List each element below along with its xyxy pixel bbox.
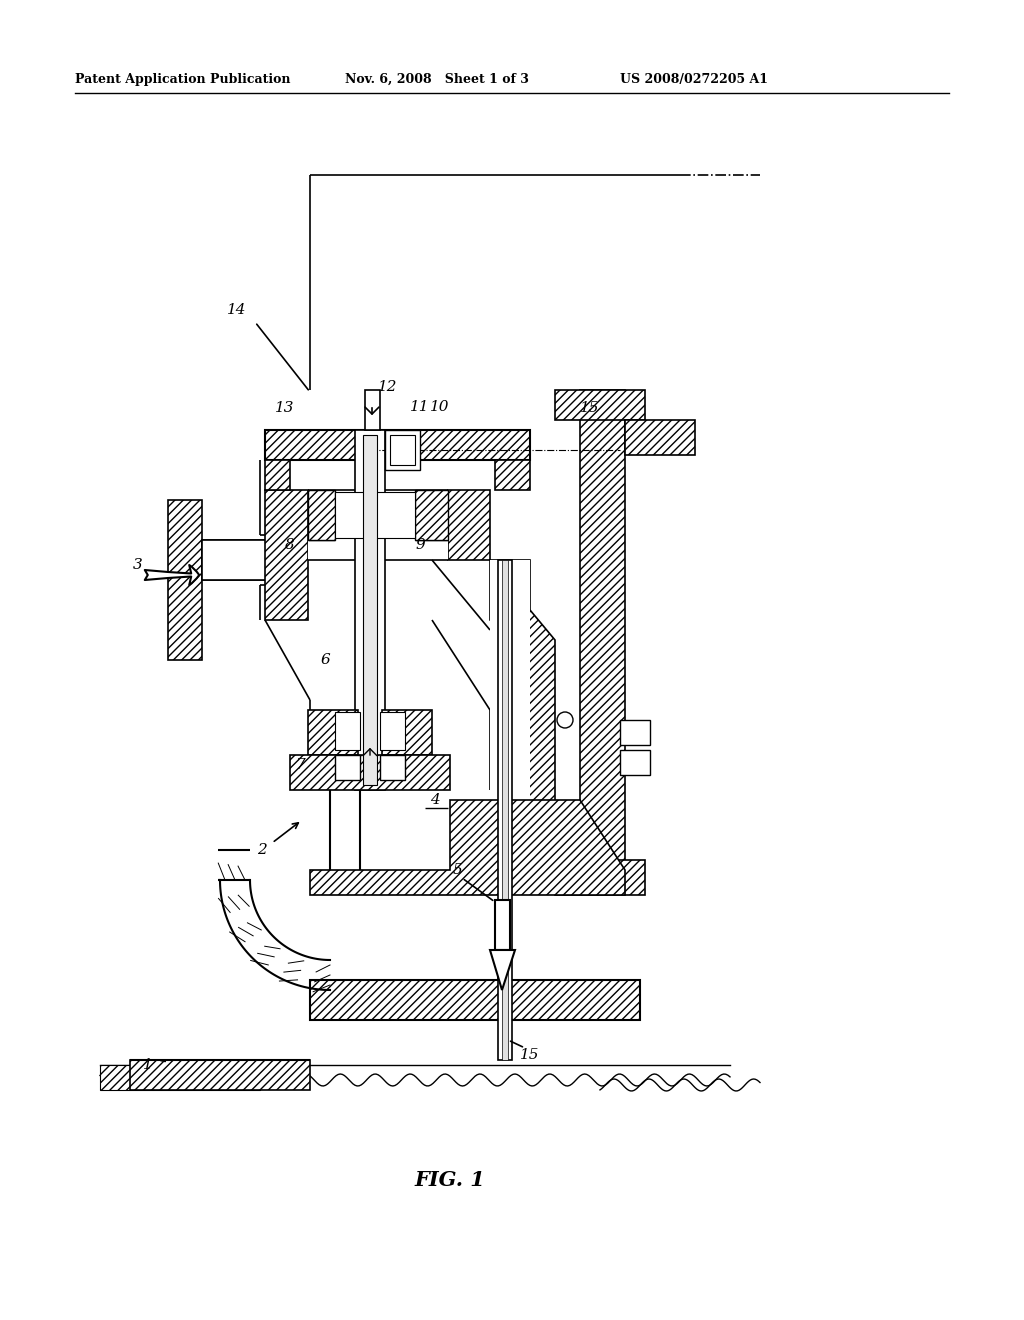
Polygon shape bbox=[290, 755, 450, 789]
Polygon shape bbox=[168, 500, 202, 660]
Bar bbox=[620, 719, 650, 744]
Polygon shape bbox=[625, 420, 695, 455]
Text: 1: 1 bbox=[143, 1059, 153, 1072]
Bar bbox=[490, 560, 530, 870]
Polygon shape bbox=[310, 800, 625, 895]
Text: 5: 5 bbox=[454, 863, 463, 876]
Bar bbox=[380, 755, 406, 780]
Polygon shape bbox=[555, 389, 645, 420]
Polygon shape bbox=[130, 1060, 310, 1090]
Bar bbox=[495, 900, 510, 950]
Circle shape bbox=[557, 711, 573, 729]
Text: 10: 10 bbox=[430, 400, 450, 414]
Polygon shape bbox=[490, 950, 515, 990]
Text: 12: 12 bbox=[378, 380, 397, 393]
Bar bbox=[355, 430, 385, 789]
Text: FIG. 1: FIG. 1 bbox=[415, 1170, 485, 1191]
Text: 9: 9 bbox=[415, 539, 425, 552]
Text: Patent Application Publication: Patent Application Publication bbox=[75, 73, 291, 86]
Polygon shape bbox=[495, 459, 530, 490]
Polygon shape bbox=[490, 560, 555, 870]
Text: 15: 15 bbox=[581, 401, 600, 414]
Text: 2: 2 bbox=[257, 843, 267, 857]
Bar bbox=[335, 711, 360, 750]
Text: 8: 8 bbox=[285, 539, 295, 552]
Bar bbox=[502, 560, 508, 1060]
Polygon shape bbox=[265, 490, 308, 620]
Text: 4: 4 bbox=[430, 793, 440, 807]
Bar bbox=[308, 490, 449, 560]
Text: 11: 11 bbox=[411, 400, 430, 414]
Polygon shape bbox=[310, 979, 640, 1020]
Text: 7: 7 bbox=[295, 758, 305, 772]
Bar bbox=[202, 540, 285, 579]
Polygon shape bbox=[415, 490, 449, 540]
Bar bbox=[362, 436, 377, 785]
Text: 15: 15 bbox=[520, 1048, 540, 1063]
Bar bbox=[385, 430, 420, 470]
Polygon shape bbox=[100, 1065, 260, 1090]
Bar bbox=[335, 755, 360, 780]
Text: 6: 6 bbox=[321, 653, 330, 667]
Text: 3: 3 bbox=[133, 558, 143, 572]
Bar bbox=[335, 492, 415, 539]
Bar bbox=[390, 436, 415, 465]
Polygon shape bbox=[382, 710, 432, 755]
Polygon shape bbox=[580, 389, 625, 870]
Polygon shape bbox=[265, 459, 290, 490]
Bar bbox=[365, 389, 380, 430]
Bar bbox=[620, 750, 650, 775]
Polygon shape bbox=[308, 710, 358, 755]
Polygon shape bbox=[265, 430, 530, 459]
Text: 14: 14 bbox=[227, 304, 247, 317]
Bar bbox=[498, 560, 512, 1060]
Text: Nov. 6, 2008   Sheet 1 of 3: Nov. 6, 2008 Sheet 1 of 3 bbox=[345, 73, 528, 86]
Text: US 2008/0272205 A1: US 2008/0272205 A1 bbox=[620, 73, 768, 86]
Polygon shape bbox=[308, 490, 335, 540]
Bar bbox=[380, 711, 406, 750]
Text: 13: 13 bbox=[275, 401, 295, 414]
Polygon shape bbox=[555, 861, 645, 895]
Polygon shape bbox=[449, 490, 490, 560]
